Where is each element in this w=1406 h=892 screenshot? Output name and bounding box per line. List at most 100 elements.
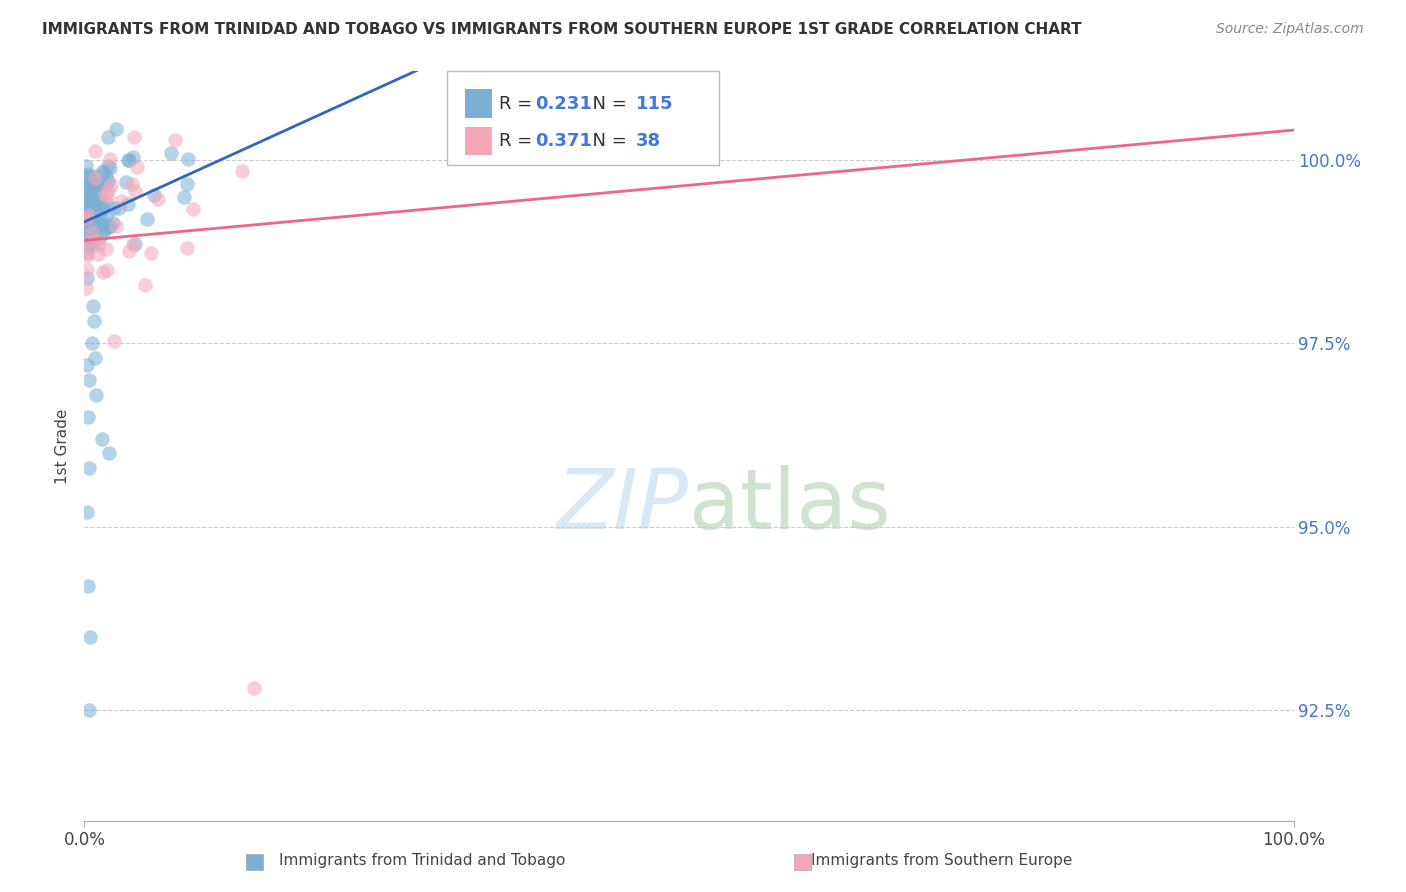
Point: [87, 185, 110, 199]
Text: 0.231: 0.231: [536, 95, 592, 112]
Point: [91, 198, 114, 212]
Point: [83, 200, 105, 214]
Point: [87, 219, 110, 233]
Point: [181, 202, 204, 217]
Point: [75, 214, 97, 228]
Point: [83, 198, 105, 212]
Point: [82, 177, 104, 191]
Point: [77, 171, 100, 186]
Point: [79, 630, 101, 644]
Point: [80, 224, 103, 238]
Point: [96, 263, 118, 277]
Text: IMMIGRANTS FROM TRINIDAD AND TOBAGO VS IMMIGRANTS FROM SOUTHERN EUROPE 1ST GRADE: IMMIGRANTS FROM TRINIDAD AND TOBAGO VS I…: [42, 22, 1081, 37]
Point: [86, 387, 108, 401]
Point: [103, 216, 125, 230]
Point: [94, 169, 117, 183]
Point: [139, 245, 162, 260]
Point: [84, 203, 107, 218]
Point: [97, 160, 120, 174]
Point: [73, 203, 96, 218]
Point: [75, 244, 97, 258]
Text: N =: N =: [581, 132, 633, 150]
Point: [121, 177, 143, 191]
Point: [86, 187, 108, 202]
Point: [76, 167, 98, 181]
Point: [97, 130, 120, 145]
Point: [105, 122, 128, 136]
Point: [98, 219, 121, 233]
Point: [73, 198, 96, 212]
Point: [103, 201, 125, 215]
Point: [96, 189, 118, 203]
Point: [105, 219, 128, 233]
Point: [91, 432, 114, 446]
Point: [80, 336, 103, 351]
Point: [73, 233, 96, 247]
Point: [79, 207, 101, 221]
Point: [97, 173, 120, 187]
Point: [77, 186, 100, 201]
Point: [94, 195, 117, 210]
Point: [76, 183, 98, 197]
Point: [75, 239, 97, 253]
Point: [84, 226, 107, 240]
Point: [177, 152, 200, 166]
Point: [77, 409, 100, 424]
Point: [84, 184, 107, 198]
Point: [91, 265, 114, 279]
Point: [97, 184, 120, 198]
Point: [76, 203, 98, 218]
Point: [84, 169, 107, 183]
Point: [79, 225, 101, 239]
Point: [103, 334, 125, 349]
Point: [76, 197, 98, 211]
Point: [84, 351, 107, 365]
Point: [79, 237, 101, 252]
Point: [76, 271, 98, 285]
Point: [94, 221, 117, 235]
Text: N =: N =: [581, 95, 633, 112]
Point: [100, 152, 122, 166]
Point: [124, 130, 146, 145]
Point: [91, 217, 114, 231]
Point: [83, 314, 105, 328]
Point: [79, 208, 101, 222]
Point: [75, 183, 97, 197]
Point: [77, 208, 100, 222]
Text: 0.371: 0.371: [536, 132, 592, 150]
Point: [94, 243, 117, 257]
Point: [77, 461, 100, 475]
Point: [117, 197, 139, 211]
Point: [121, 237, 143, 252]
Point: [93, 164, 115, 178]
Point: [83, 171, 105, 186]
Point: [76, 246, 98, 260]
Text: ZIP: ZIP: [557, 466, 689, 547]
Point: [231, 164, 253, 178]
Point: [75, 160, 97, 174]
Point: [173, 190, 195, 204]
Point: [148, 192, 170, 206]
Point: [91, 226, 114, 240]
Point: [75, 223, 97, 237]
Point: [82, 198, 104, 212]
Point: [75, 224, 97, 238]
Point: [83, 145, 105, 159]
Point: [87, 247, 110, 261]
Point: [86, 206, 108, 220]
Point: [89, 229, 111, 244]
Point: [77, 703, 100, 717]
Point: [76, 207, 98, 221]
Point: [94, 177, 117, 191]
Point: [124, 185, 146, 199]
Point: [80, 226, 103, 240]
Point: [134, 278, 156, 293]
Point: [76, 202, 98, 217]
Point: [86, 179, 108, 194]
Point: [108, 201, 131, 215]
Point: [82, 300, 104, 314]
Text: Immigrants from Southern Europe: Immigrants from Southern Europe: [811, 854, 1073, 868]
Point: [124, 237, 146, 252]
Point: [87, 194, 110, 209]
Point: [77, 186, 100, 200]
